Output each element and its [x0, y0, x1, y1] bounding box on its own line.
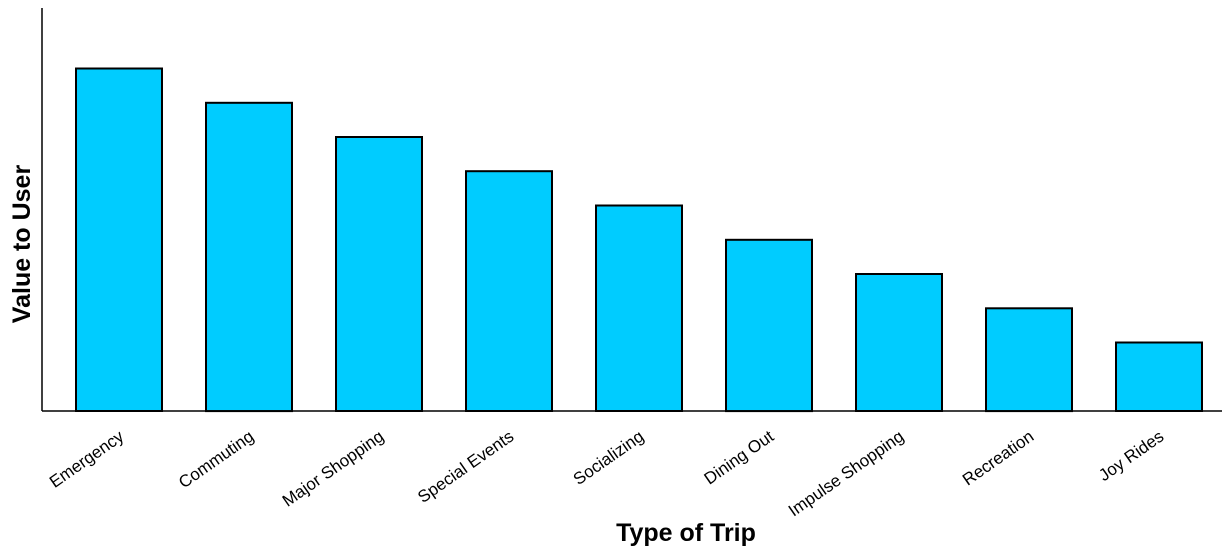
- bar-socializing: [595, 204, 683, 412]
- x-tick-label: Socializing: [570, 427, 647, 489]
- bar-impulse-shopping: [855, 273, 943, 412]
- bar-joy-rides: [1115, 341, 1203, 412]
- bar-emergency: [75, 67, 163, 412]
- bar-major-shopping: [335, 136, 423, 412]
- x-tick-label: Commuting: [175, 427, 257, 492]
- x-tick-label: Emergency: [46, 426, 128, 491]
- x-axis-title: Type of Trip: [616, 519, 756, 547]
- bar-recreation: [985, 307, 1073, 413]
- x-tick-label: Recreation: [959, 427, 1037, 490]
- y-axis-title: Value to User: [8, 165, 36, 324]
- x-tick-labels: Emergency Commuting Major Shopping Special …: [46, 426, 1167, 520]
- x-tick-label: Major Shopping: [279, 427, 387, 511]
- bar-commuting: [205, 101, 293, 413]
- bar-dining-out: [725, 238, 813, 413]
- x-tick-label: Joy Rides: [1095, 427, 1167, 485]
- x-tick-label: Dining Out: [701, 427, 778, 489]
- x-tick-label: Impulse Shopping: [785, 427, 907, 521]
- bar-special-events: [465, 170, 553, 412]
- x-tick-label: Special Events: [414, 427, 517, 507]
- bars-group: [75, 67, 1203, 413]
